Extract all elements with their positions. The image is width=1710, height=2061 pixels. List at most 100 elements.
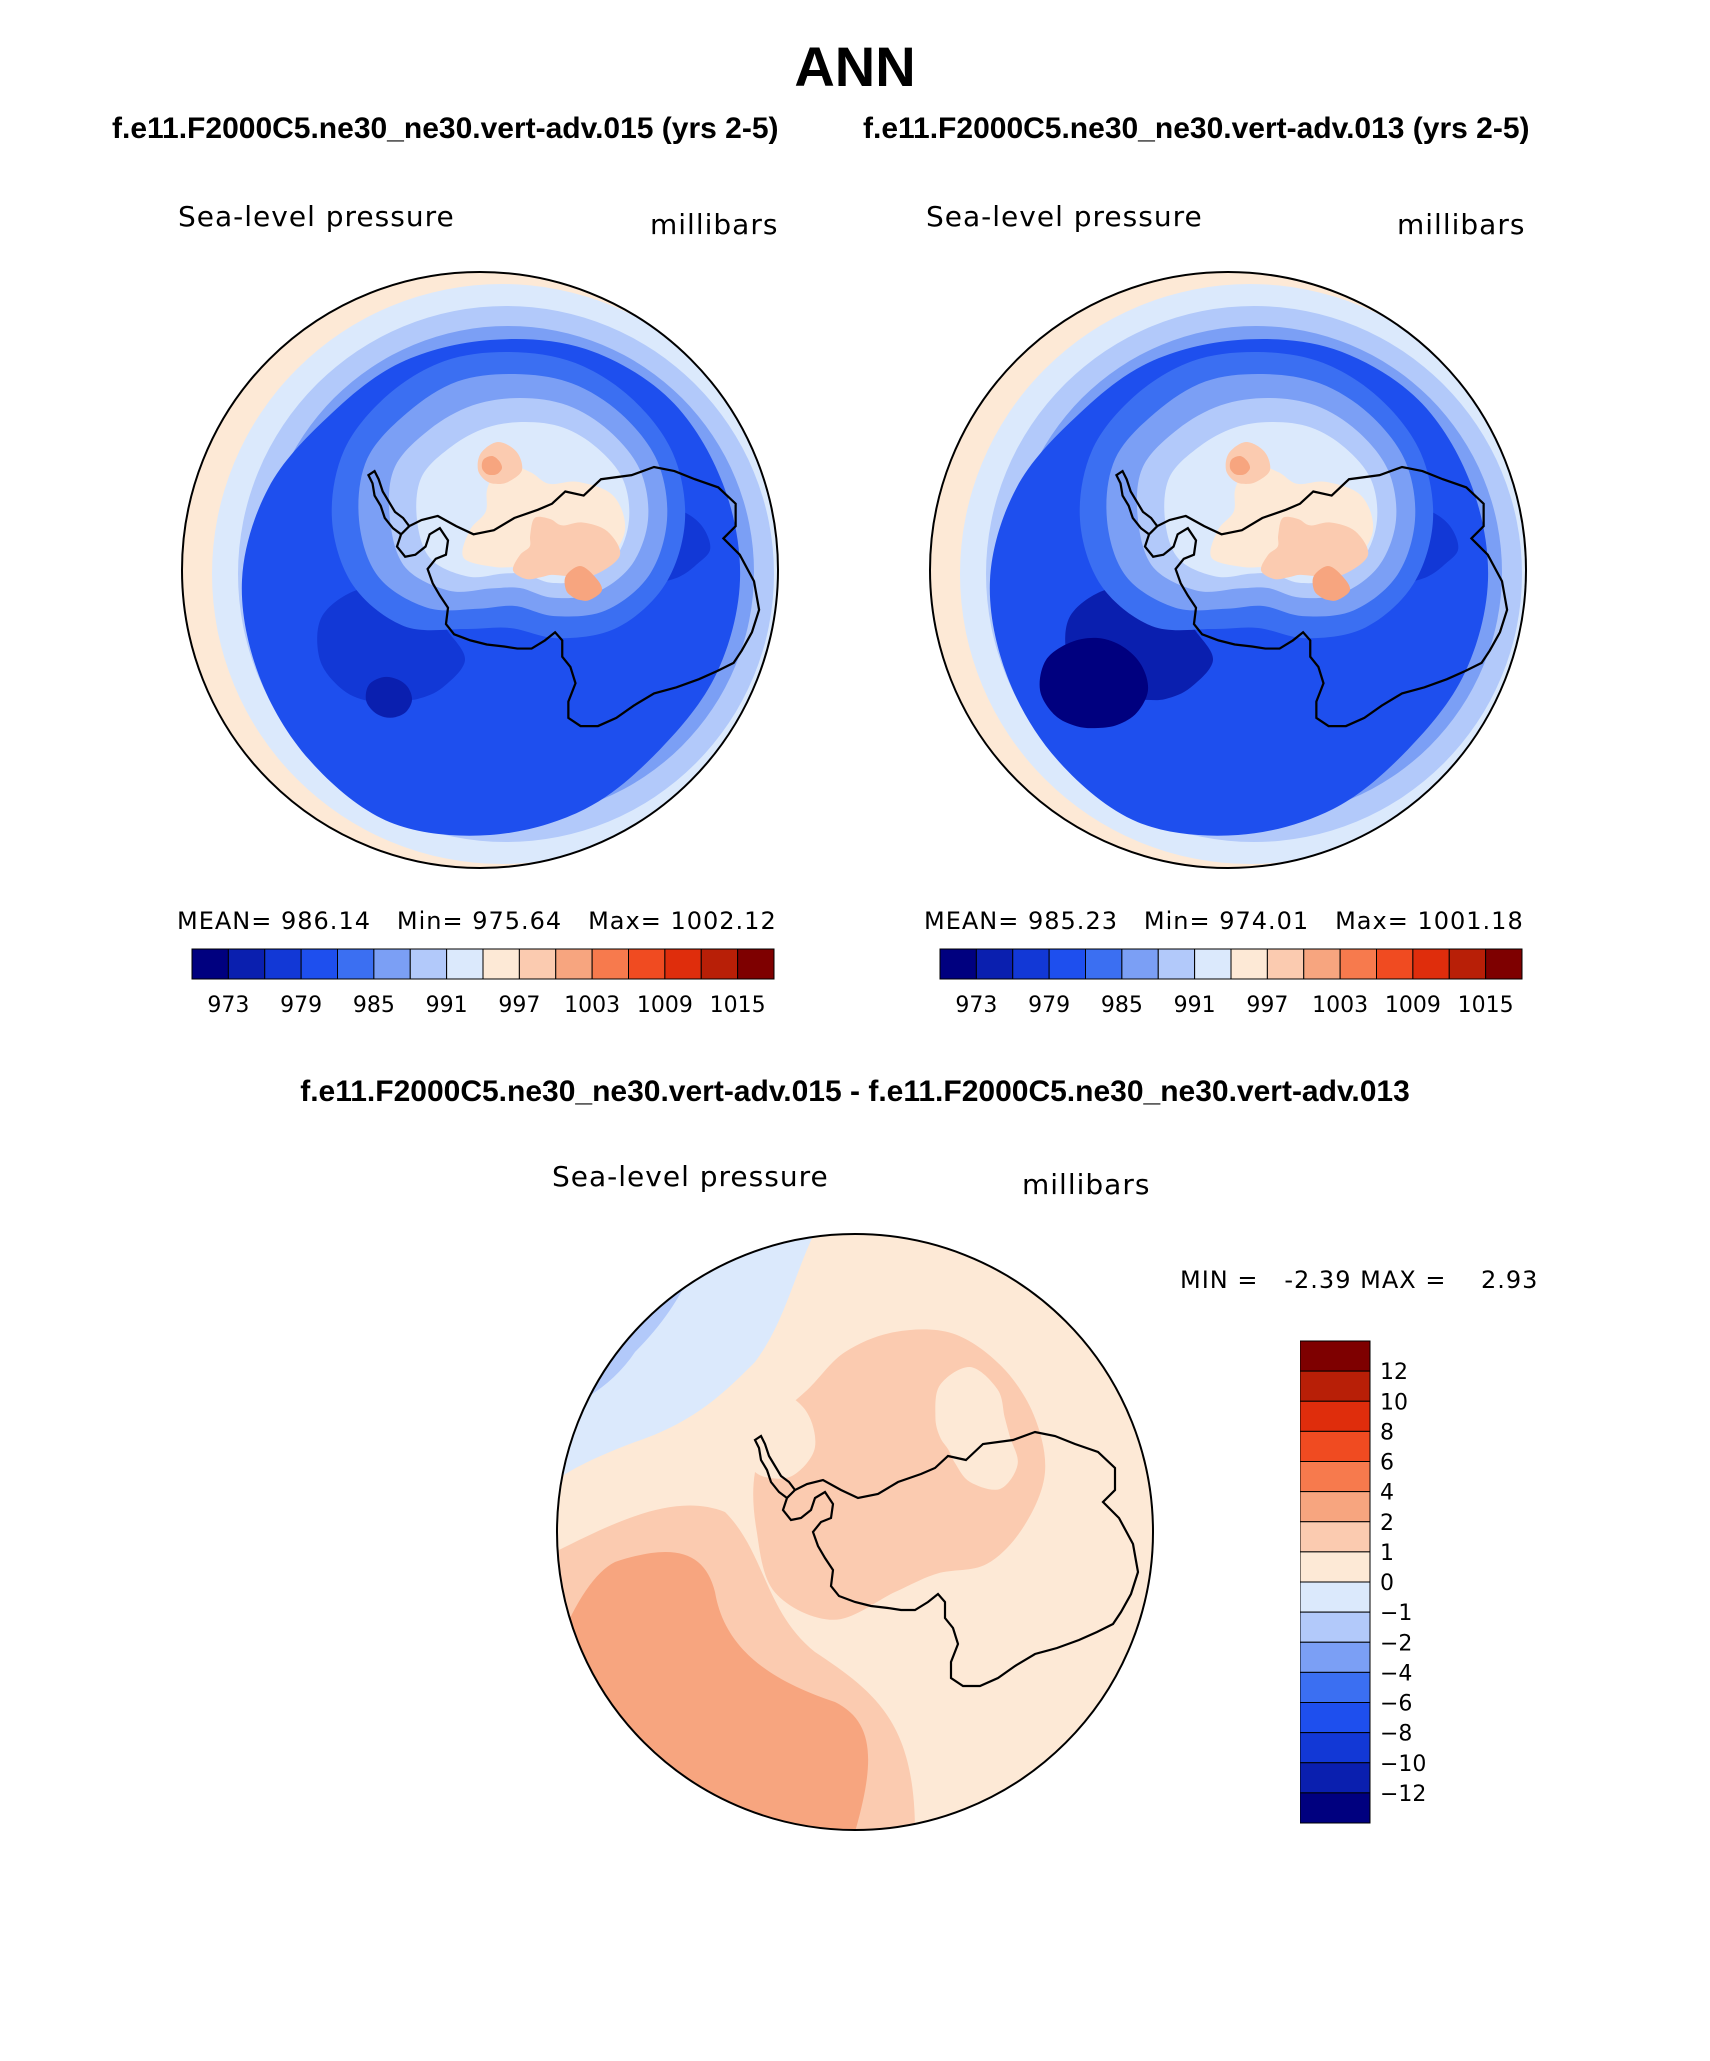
colorbar-box <box>1300 1732 1371 1764</box>
colorbar-tick-label: 2 <box>1380 1511 1394 1536</box>
case-title-left: f.e11.F2000C5.ne30_ne30.vert-adv.015 (yr… <box>112 112 779 145</box>
colorbar-box <box>939 948 977 980</box>
colorbar-tick-label: 991 <box>1174 993 1216 1018</box>
peninsula-coastline <box>1114 469 1159 536</box>
colorbar-box <box>1300 1581 1371 1613</box>
coastline-group <box>366 465 761 728</box>
colorbar-box <box>1300 1671 1371 1703</box>
colorbar-tick-label: 997 <box>498 993 540 1018</box>
colorbar-box <box>1300 1461 1371 1493</box>
max-value: 1001.18 <box>1417 907 1524 935</box>
colorbar-tick-label: 973 <box>955 993 997 1018</box>
colorbar-box <box>1300 1340 1371 1372</box>
colorbar-box <box>264 948 302 980</box>
map-layers <box>182 272 778 868</box>
colorbar-box <box>700 948 739 980</box>
colorbar-box <box>1300 1430 1371 1462</box>
antarctica-coastline <box>395 465 761 728</box>
max-value: 2.93 <box>1480 1266 1539 1294</box>
panel2-map <box>929 271 1527 869</box>
colorbar-box <box>628 948 666 980</box>
colorbar-box <box>1300 1551 1371 1583</box>
dome-c <box>1229 455 1251 475</box>
peninsula-coastline <box>366 469 411 536</box>
colorbar-tick-label: −1 <box>1380 1601 1412 1626</box>
panel2-stats: MEAN= 985.23 Min= 974.01 Max= 1001.18 <box>924 907 1524 935</box>
colorbar-box <box>482 948 520 980</box>
min-value: 974.01 <box>1219 907 1310 935</box>
coastline-group <box>753 1430 1140 1688</box>
colorbar-tick-label: 985 <box>1101 993 1143 1018</box>
colorbar-tick-label: 1009 <box>637 993 693 1018</box>
colorbar-box <box>737 948 775 980</box>
min-label: Min= <box>1143 907 1211 935</box>
panel1-map <box>181 271 779 869</box>
colorbar-tick-label: −8 <box>1380 1722 1412 1747</box>
colorbar-box <box>591 948 629 980</box>
colorbar-box <box>1300 1641 1371 1673</box>
peninsula-coastline <box>753 1434 796 1499</box>
colorbar-box <box>1157 948 1196 980</box>
colorbar-box <box>664 948 702 980</box>
colorbar-tick-label: 1 <box>1380 1541 1394 1566</box>
panel2-variable-label: Sea-level pressure <box>926 200 1203 233</box>
colorbar-tick-label: 979 <box>1028 993 1070 1018</box>
difference-title: f.e11.F2000C5.ne30_ne30.vert-adv.015 - f… <box>300 1075 1410 1108</box>
antarctica-coastline <box>1143 465 1509 728</box>
mean-label: MEAN= <box>924 907 1020 935</box>
colorbar-tick-label: 6 <box>1380 1451 1394 1476</box>
map-layers <box>557 1234 1153 1830</box>
colorbar-box <box>227 948 266 980</box>
colorbar-box <box>1448 948 1487 980</box>
mean-value: 985.23 <box>1028 907 1118 935</box>
panel1-variable-label: Sea-level pressure <box>178 200 455 233</box>
colorbar-tick-label: 8 <box>1380 1420 1394 1445</box>
min-value: 975.64 <box>472 907 563 935</box>
dome-c <box>481 455 503 475</box>
dome-b <box>564 566 603 601</box>
colorbar-tick-label: 973 <box>207 993 249 1018</box>
colorbar-box <box>975 948 1014 980</box>
colorbar-box <box>1300 1400 1371 1432</box>
max-value: 1002.12 <box>670 907 777 935</box>
colorbar-tick-label: −12 <box>1380 1782 1426 1807</box>
deepest-low <box>365 676 413 718</box>
colorbar-box <box>1230 948 1268 980</box>
colorbar-box <box>1194 948 1232 980</box>
colorbar-box <box>1300 1702 1371 1734</box>
colorbar-tick-label: 1009 <box>1385 993 1441 1018</box>
colorbar-tick-label: −2 <box>1380 1631 1412 1656</box>
colorbar-box <box>409 948 448 980</box>
panel3-units-label: millibars <box>1022 1168 1151 1201</box>
colorbar-tick-label: 1015 <box>1458 993 1514 1018</box>
min-label: MIN = <box>1180 1266 1259 1294</box>
colorbar-box <box>1300 1370 1371 1402</box>
colorbar-box <box>1300 1491 1371 1523</box>
colorbar-box <box>1048 948 1086 980</box>
map-border <box>556 1233 1154 1831</box>
antarctica-coastline <box>781 1430 1140 1688</box>
colorbar-box <box>1300 1521 1371 1553</box>
panel2-units-label: millibars <box>1397 208 1526 241</box>
colorbar-box <box>1012 948 1050 980</box>
colorbar-tick-label: 1015 <box>710 993 766 1018</box>
colorbar-box <box>337 948 375 980</box>
coastline-group <box>1114 465 1509 728</box>
colorbar-box <box>446 948 484 980</box>
colorbar-tick-label: −10 <box>1380 1752 1426 1777</box>
colorbar-tick-label: 997 <box>1246 993 1288 1018</box>
interior-0-1 <box>935 1366 1018 1490</box>
colorbar-tick-label: 985 <box>353 993 395 1018</box>
panel3-variable-label: Sea-level pressure <box>552 1160 829 1193</box>
colorbar-box <box>1300 1792 1371 1824</box>
colorbar-tick-label: 991 <box>426 993 468 1018</box>
peninsula-0-1 <box>730 1386 816 1479</box>
map-layers <box>930 272 1526 868</box>
panel1-colorbar: 973 979 985 991 997 1003 1009 1015 <box>191 948 775 1018</box>
case-title-right: f.e11.F2000C5.ne30_ne30.vert-adv.013 (yr… <box>863 112 1530 145</box>
panel3-stats: MIN = -2.39 MAX = 2.93 <box>1180 1266 1538 1294</box>
colorbar-tick-label: 12 <box>1380 1360 1408 1385</box>
colorbar-box <box>1121 948 1159 980</box>
plateau-higher <box>1260 516 1369 580</box>
